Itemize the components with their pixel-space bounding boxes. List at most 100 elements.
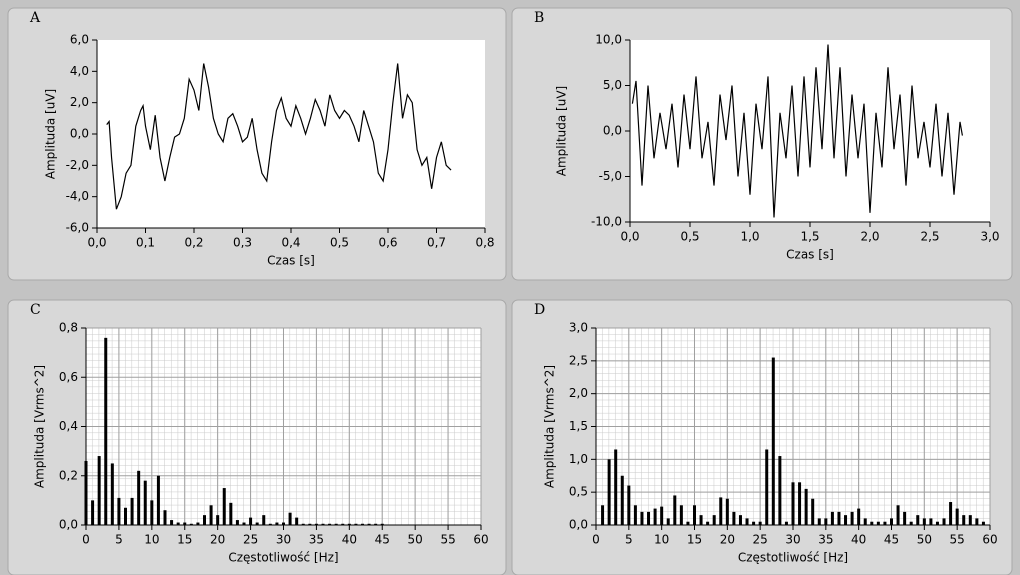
y-tick-label: 0,5 <box>569 485 588 499</box>
panel-title: C <box>30 302 41 318</box>
bar <box>282 522 285 525</box>
bar <box>916 515 920 525</box>
bar <box>863 518 867 525</box>
bar <box>104 337 108 525</box>
bar <box>143 480 147 525</box>
y-tick-label: 6,0 <box>70 33 89 47</box>
y-axis-label: Amplituda [Vrms^2] <box>543 365 557 488</box>
bar <box>719 497 723 525</box>
y-tick-label: -6,0 <box>66 221 89 235</box>
bar <box>189 523 193 525</box>
bar <box>308 523 312 525</box>
y-tick-label: 3,0 <box>569 321 588 335</box>
bar <box>334 523 338 525</box>
bar <box>883 521 887 525</box>
x-tick-label: 30 <box>276 533 291 547</box>
x-tick-label: 2,5 <box>920 230 939 244</box>
bar <box>968 515 972 525</box>
x-tick-label: 60 <box>473 533 488 547</box>
bar <box>110 463 114 525</box>
bar <box>242 522 246 525</box>
bar <box>235 520 239 525</box>
bar <box>196 522 200 525</box>
bar <box>732 511 736 525</box>
y-tick-label: 10,0 <box>595 33 622 47</box>
bar <box>328 523 332 525</box>
x-tick-label: 20 <box>720 533 735 547</box>
bar <box>374 523 378 525</box>
x-tick-label: 0,8 <box>475 236 494 250</box>
x-tick-label: 10 <box>654 533 669 547</box>
bar <box>262 515 266 525</box>
bar <box>949 502 953 525</box>
bar <box>347 523 351 525</box>
bar <box>804 488 808 525</box>
x-tick-label: 0,3 <box>233 236 252 250</box>
bar <box>666 518 670 525</box>
x-tick-label: 10 <box>144 533 159 547</box>
panel-title: A <box>29 10 41 26</box>
bar <box>176 522 180 525</box>
x-tick-label: 45 <box>375 533 390 547</box>
x-tick-label: 15 <box>177 533 192 547</box>
y-tick-label: -2,0 <box>66 158 89 172</box>
bar <box>209 505 213 525</box>
bar <box>784 521 788 525</box>
x-tick-label: 55 <box>950 533 965 547</box>
y-tick-label: 5,0 <box>603 78 622 92</box>
bar <box>137 470 141 525</box>
bar <box>367 523 371 525</box>
panel-title: B <box>534 10 544 26</box>
y-tick-label: 2,0 <box>70 95 89 109</box>
x-tick-label: 40 <box>342 533 357 547</box>
y-tick-label: 1,0 <box>569 452 588 466</box>
bar <box>255 522 259 525</box>
bar <box>712 515 716 525</box>
bar <box>229 502 233 525</box>
bar <box>268 523 272 525</box>
bar <box>607 459 611 525</box>
plot-area <box>97 40 485 228</box>
bar <box>798 482 802 525</box>
bar <box>150 500 154 525</box>
bar <box>758 521 762 525</box>
y-tick-label: 0,0 <box>70 127 89 141</box>
x-tick-label: 20 <box>210 533 225 547</box>
bar <box>870 521 874 525</box>
bar <box>765 449 769 525</box>
x-tick-label: 35 <box>818 533 833 547</box>
y-tick-label: 0,2 <box>59 468 78 482</box>
y-axis-label: Amplituda [Vrms^2] <box>33 365 47 488</box>
y-tick-label: 0,0 <box>603 124 622 138</box>
x-tick-label: 0,0 <box>620 230 639 244</box>
bar <box>117 497 121 525</box>
bar <box>295 517 299 525</box>
x-tick-label: 0,2 <box>184 236 203 250</box>
bar <box>216 515 220 525</box>
x-tick-label: 35 <box>309 533 324 547</box>
bar <box>170 520 174 525</box>
bar <box>640 511 644 525</box>
bar <box>929 518 933 525</box>
x-tick-label: 1,0 <box>740 230 759 244</box>
x-tick-label: 45 <box>884 533 899 547</box>
bar <box>130 497 134 525</box>
bar <box>673 495 677 525</box>
bar <box>693 505 696 525</box>
x-tick-label: 0 <box>82 533 90 547</box>
y-tick-label: -4,0 <box>66 189 89 203</box>
bar <box>837 511 841 525</box>
bar <box>614 449 618 525</box>
y-tick-label: 0,4 <box>59 419 78 433</box>
x-tick-label: 1,5 <box>800 230 819 244</box>
bar <box>896 505 900 525</box>
x-tick-label: 25 <box>753 533 768 547</box>
y-axis-label: Amplituda [uV] <box>44 89 58 179</box>
bar <box>163 510 167 525</box>
x-tick-label: 50 <box>408 533 423 547</box>
bar <box>942 518 946 525</box>
y-tick-label: 4,0 <box>70 64 89 78</box>
bar <box>791 482 795 525</box>
y-tick-label: -10,0 <box>591 215 622 229</box>
